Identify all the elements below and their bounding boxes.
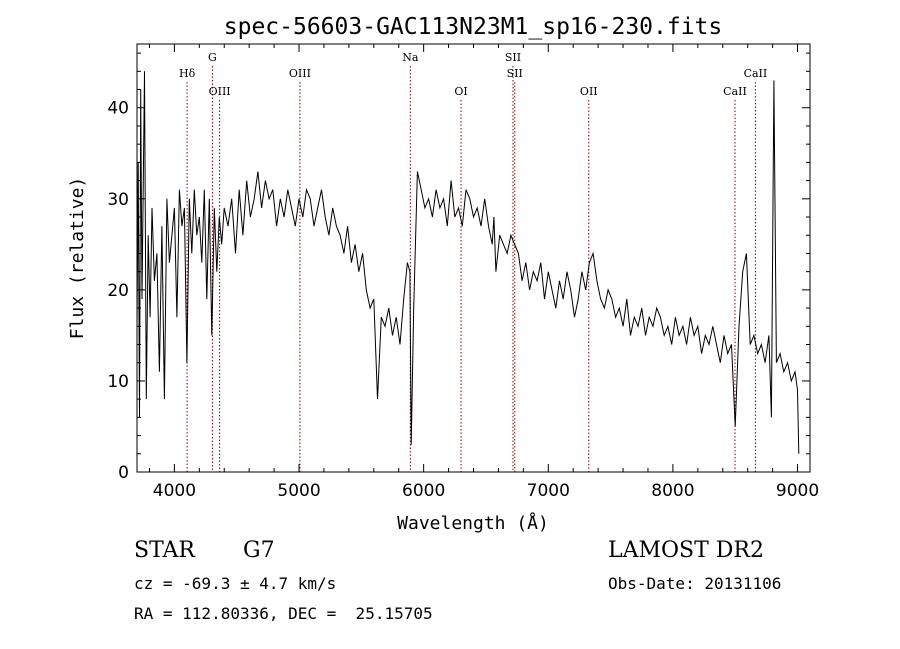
survey-name: LAMOST DR2 [608,538,764,563]
y-axis: 0 10 20 30 40 [107,52,810,483]
x-tick-label: 4000 [153,481,196,501]
x-tick-label: 9000 [776,481,819,501]
x-axis: 4000 5000 6000 7000 8000 9000 [148,44,819,501]
object-class: STAR [134,538,195,563]
y-axis-label: Flux (relative) [67,177,88,340]
x-tick-label: 7000 [527,481,570,501]
line-marker-label: Hδ [179,67,196,80]
y-tick-label: 10 [107,372,129,392]
plot-frame [136,43,811,473]
line-marker-label: OIII [209,85,231,98]
line-marker-label: CaII [723,85,747,98]
line-marker-label: OII [580,85,598,98]
x-tick-label: 8000 [651,481,694,501]
x-axis-label: Wavelength (Å) [397,512,549,534]
line-markers: Hδ G OIII OIII Na OI SII SII OII CaII CaII [179,51,767,472]
spectrum-line [136,71,800,454]
line-marker-label: SII [505,51,521,64]
object-subclass: G7 [243,538,275,563]
line-marker-label: OIII [289,67,311,80]
y-tick-label: 40 [107,99,129,119]
y-tick-label: 0 [118,463,129,483]
coordinates: RA = 112.80336, DEC = 25.15705 [134,604,433,623]
line-marker-label: G [208,51,217,64]
line-marker-label: OI [454,85,467,98]
x-tick-label: 6000 [402,481,445,501]
x-tick-label: 5000 [277,481,320,501]
line-marker-label: Na [402,51,419,64]
obs-date: Obs-Date: 20131106 [608,574,782,593]
y-tick-label: 20 [107,281,129,301]
spectrum-chart: spec-56603-GAC113N23M1_sp16-230.fits Hδ G… [67,14,819,534]
line-marker-label: SII [507,67,523,80]
line-marker-label: CaII [744,67,768,80]
y-tick-label: 30 [107,190,129,210]
chart-title: spec-56603-GAC113N23M1_sp16-230.fits [224,14,723,40]
redshift-cz: cz = -69.3 ± 4.7 km/s [134,574,337,593]
